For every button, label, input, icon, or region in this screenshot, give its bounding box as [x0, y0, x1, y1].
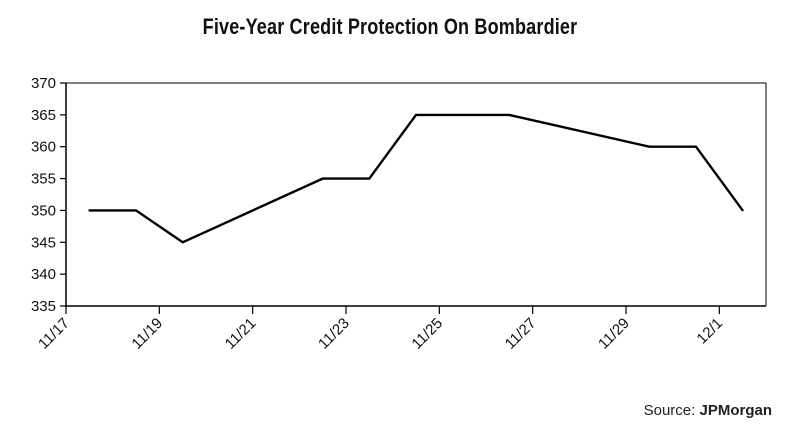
source-credit: Source: JPMorgan: [644, 402, 772, 419]
y-tick-label: 335: [31, 298, 56, 315]
y-tick-label: 350: [31, 202, 56, 219]
data-point: [135, 209, 137, 212]
x-tick-label: 11/23: [315, 315, 353, 353]
data-point: [415, 113, 417, 116]
y-tick-label: 370: [31, 75, 56, 92]
y-tick-label: 340: [31, 266, 56, 283]
y-tick-label: 345: [31, 234, 56, 251]
data-point: [321, 177, 324, 180]
data-point: [648, 145, 651, 148]
data-point: [695, 145, 697, 148]
source-name: JPMorgan: [699, 402, 772, 419]
x-tick-label: 11/19: [128, 315, 166, 353]
y-tick-label: 365: [31, 107, 56, 124]
source-prefix: Source:: [643, 402, 700, 419]
data-point: [368, 177, 371, 180]
data-point: [508, 113, 511, 116]
x-tick-label: 11/25: [408, 315, 446, 353]
chart-title: Five-Year Credit Protection On Bombardie…: [202, 14, 578, 39]
data-point: [88, 209, 91, 212]
y-tick-label: 355: [31, 171, 56, 188]
x-tick-label: 12/1: [693, 315, 726, 348]
x-tick-label: 11/21: [222, 315, 260, 353]
y-tick-label: 360: [31, 139, 56, 156]
x-tick-label: 11/27: [502, 315, 540, 353]
data-point: [181, 241, 184, 244]
series-line: [89, 113, 744, 244]
x-tick-label: 11/29: [595, 315, 633, 353]
x-tick-label: 11/17: [35, 315, 73, 353]
data-point: [741, 209, 744, 212]
